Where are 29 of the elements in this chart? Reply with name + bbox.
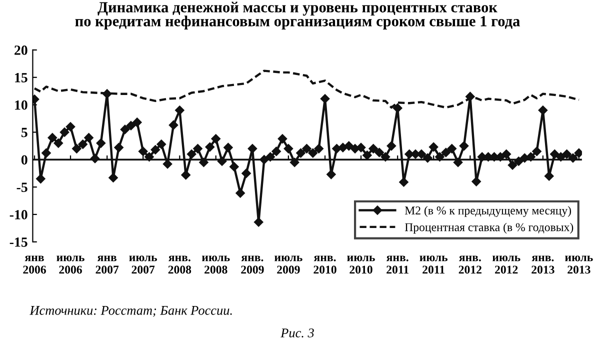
x-tick-label: июль 2011 xyxy=(420,256,448,274)
y-tick-label: 10 xyxy=(15,100,28,110)
text: Рис. 3 xyxy=(280,328,314,338)
x-tick-label: июль 2008 xyxy=(202,256,230,274)
text: Источники: Росстат; Банк России. xyxy=(30,306,232,317)
x-tick-label: янв. 2011 xyxy=(386,256,408,274)
y-tick-label: -5 xyxy=(16,182,28,192)
legend-label: Процентная ставка (в % годовых) xyxy=(404,222,574,234)
x-tick-label: янв. 2013 xyxy=(532,256,554,274)
x-tick-label: янв. 2008 xyxy=(168,256,192,274)
x-tick-label: янв. 2009 xyxy=(241,256,264,274)
x-tick-label: июль 2010 xyxy=(347,256,375,274)
x-tick-label: янв. 2010 xyxy=(314,256,336,274)
x-tick-label: янв 2006 xyxy=(23,256,46,274)
x-tick-label: июль 2006 xyxy=(56,256,84,274)
legend-label: М2 (в % к предыдущему месяцу) xyxy=(404,206,572,217)
y-tick-label: 5 xyxy=(21,128,28,138)
y-tick-label: 0 xyxy=(21,155,28,165)
x-tick-label: июль 2012 xyxy=(492,256,520,274)
y-tick-label: 20 xyxy=(14,46,28,55)
chart-title: Динамика денежной массы и уровень процентных ставок по кредитам нефинансовым организациям сроком свыше 1 года xyxy=(75,2,520,30)
x-tick-label: июль 2007 xyxy=(129,256,157,274)
x-tick-label: янв 2007 xyxy=(96,256,119,274)
x-tick-label: июль 2013 xyxy=(565,256,593,274)
x-tick-label: янв. 2012 xyxy=(458,256,482,274)
y-tick-label: -15 xyxy=(10,238,28,247)
x-tick-label: июль 2009 xyxy=(274,256,302,274)
y-tick-label: -10 xyxy=(10,210,28,220)
y-tick-label: 15 xyxy=(15,73,28,82)
